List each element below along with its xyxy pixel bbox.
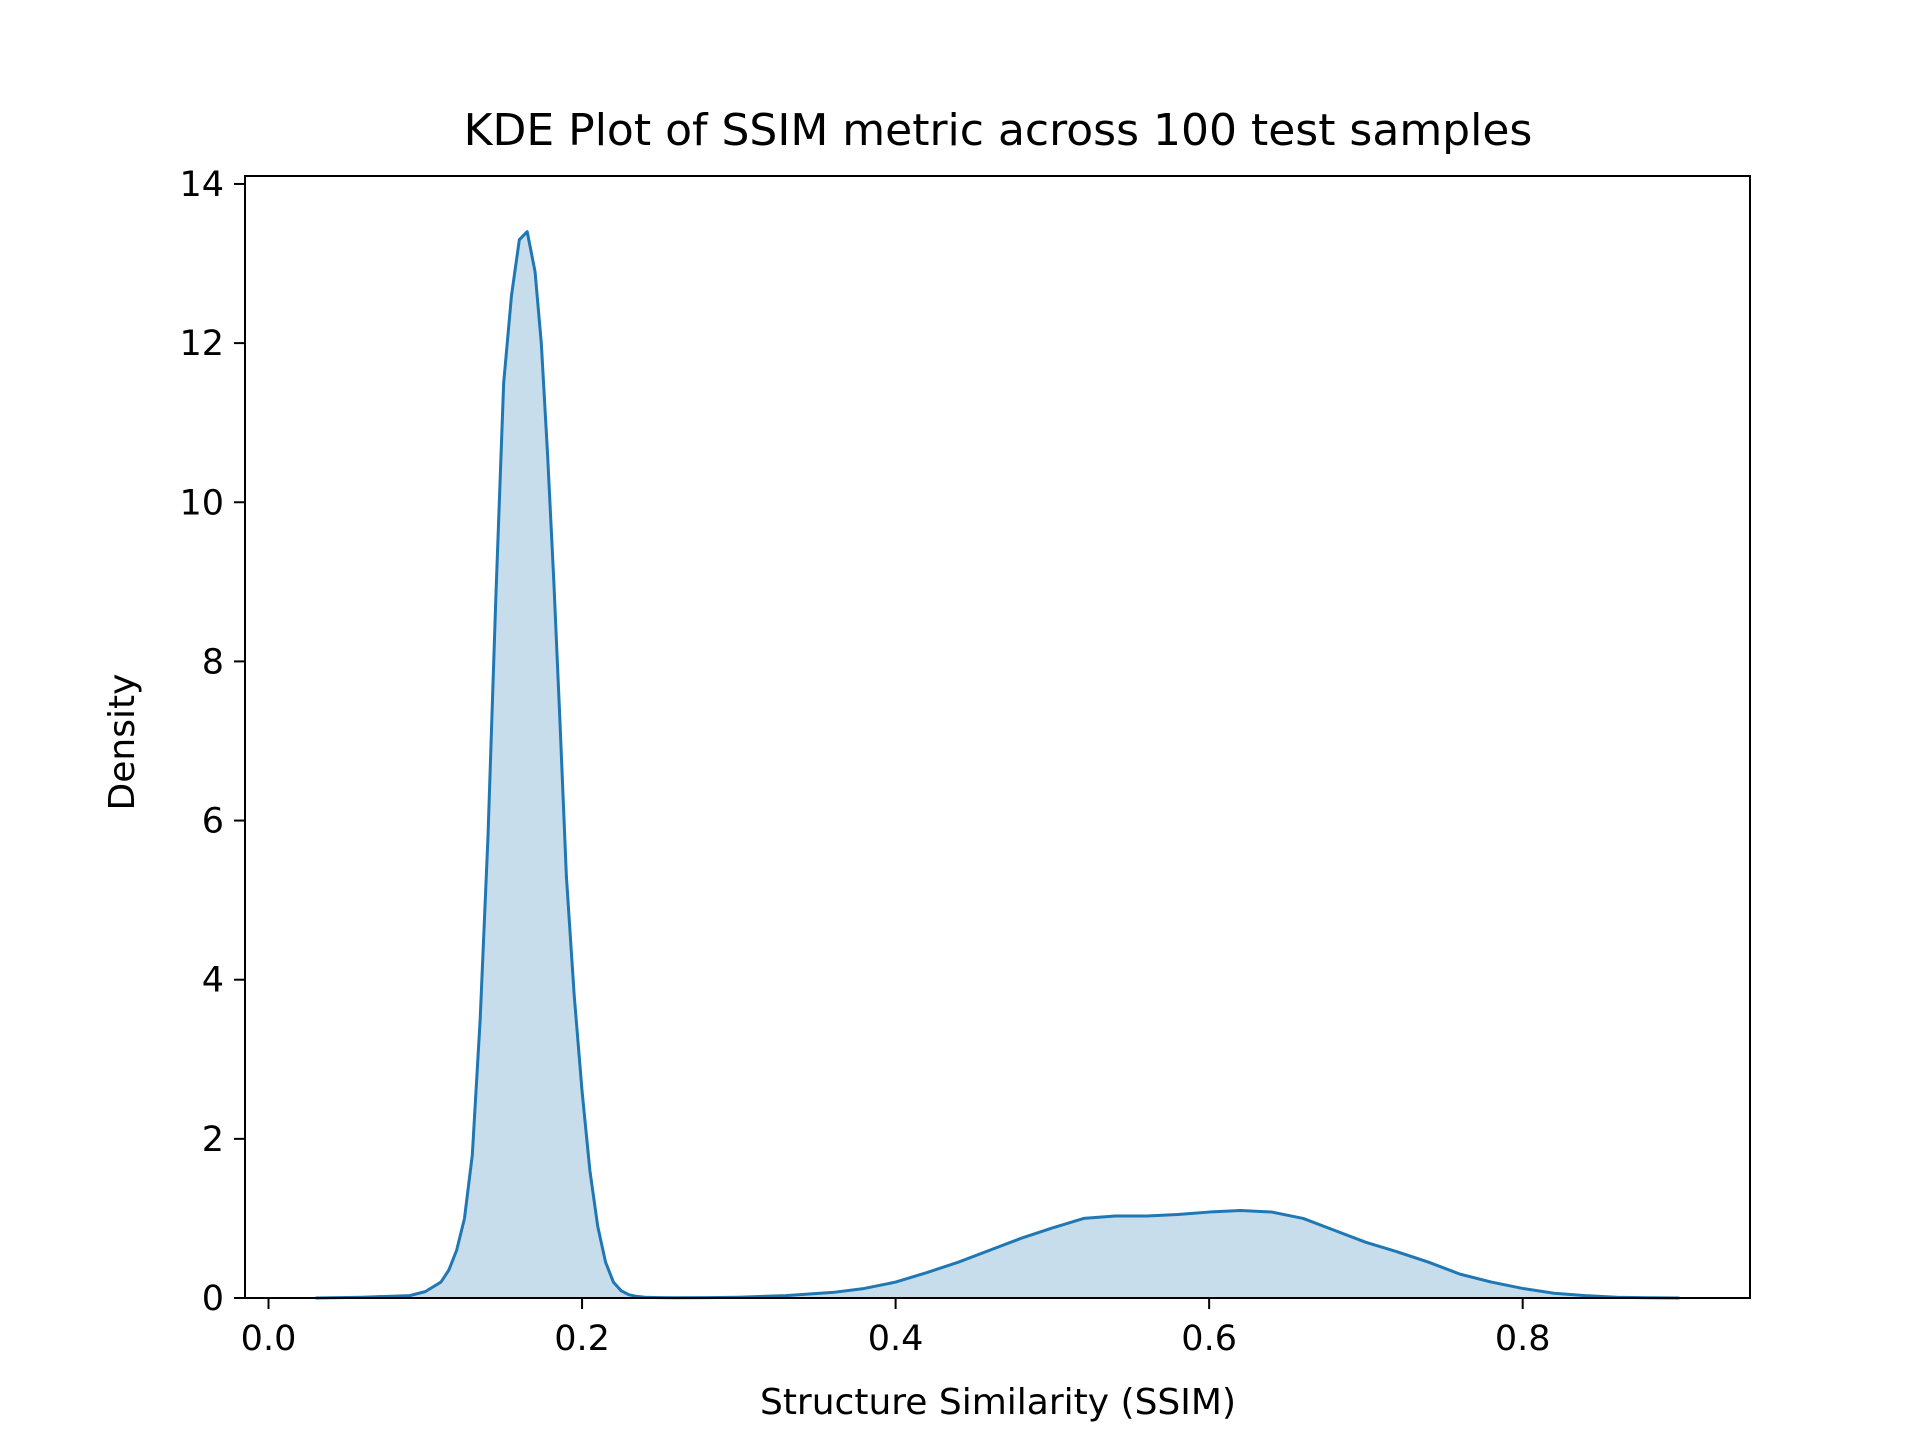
x-tick-label: 0.2 [554, 1319, 610, 1359]
x-tick-label: 0.4 [868, 1319, 924, 1359]
y-tick-label: 2 [202, 1120, 224, 1160]
x-tick-label: 0.0 [241, 1319, 297, 1359]
x-axis-label: Structure Similarity (SSIM) [760, 1382, 1236, 1423]
y-tick-label: 8 [202, 642, 224, 682]
y-tick-label: 6 [202, 802, 224, 842]
chart-title: KDE Plot of SSIM metric across 100 test … [464, 105, 1533, 156]
y-tick-label: 12 [179, 324, 224, 364]
y-tick-label: 14 [179, 165, 224, 205]
x-tick-label: 0.6 [1181, 1319, 1237, 1359]
y-tick-label: 4 [202, 961, 224, 1001]
x-tick-label: 0.8 [1495, 1319, 1551, 1359]
y-axis-label: Density [102, 674, 143, 811]
plot-frame [244, 175, 1751, 1299]
y-tick-label: 0 [202, 1279, 224, 1319]
axes: 0.0 0.2 0.4 0.6 0.8 0 2 4 6 8 10 12 14 [179, 165, 1751, 1359]
y-tick-label: 10 [179, 483, 224, 523]
